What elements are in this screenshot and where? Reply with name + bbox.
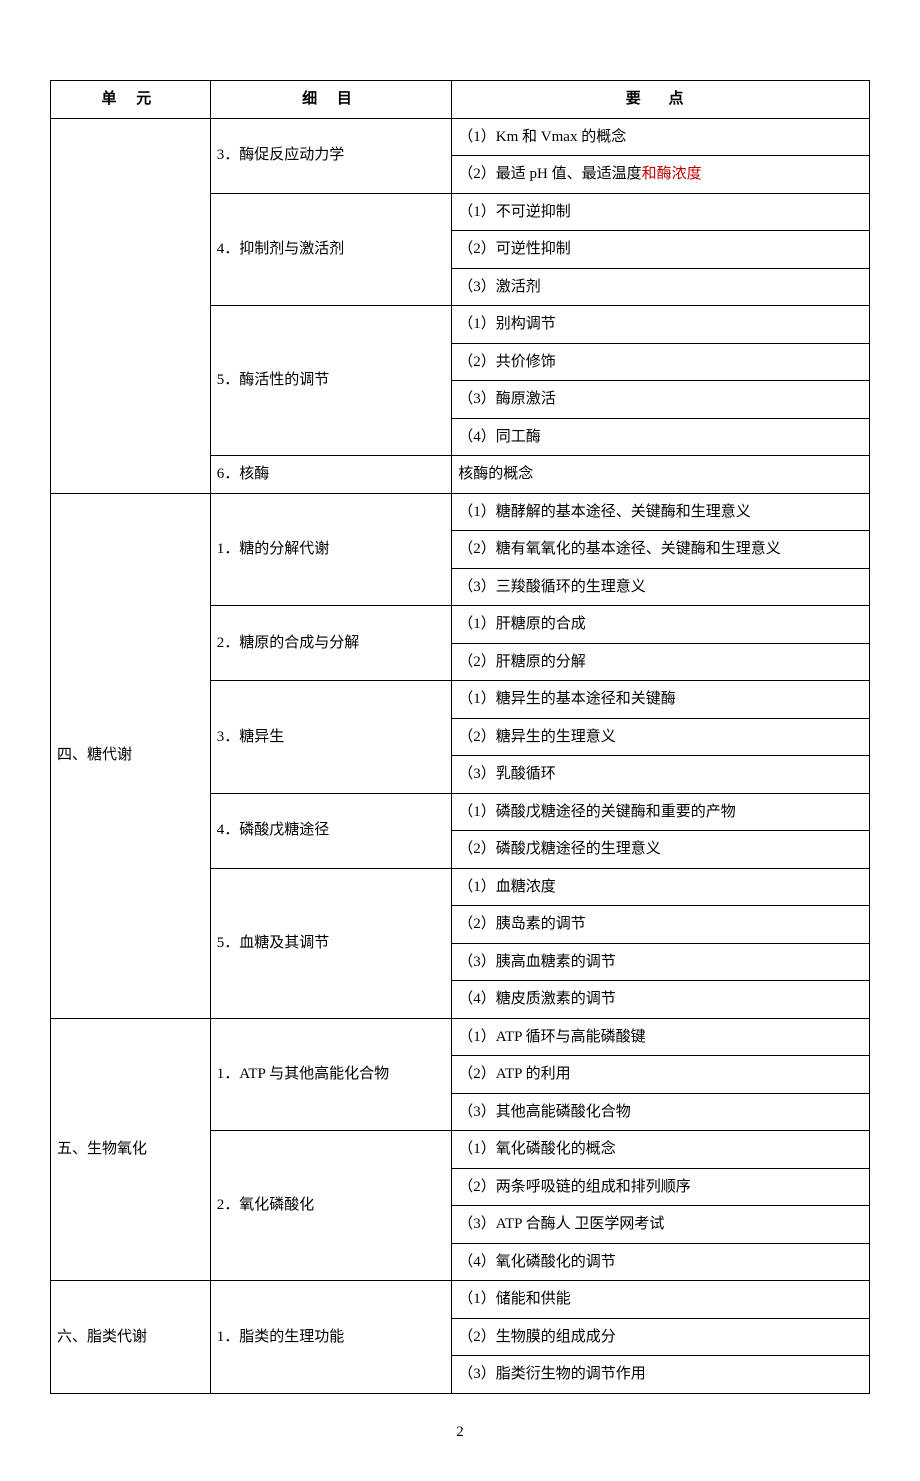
header-unit: 单 元	[51, 81, 211, 119]
point-cell: （3）脂类衍生物的调节作用	[452, 1356, 870, 1394]
unit-cell: 五、生物氧化	[51, 1018, 211, 1281]
point-cell: （2）ATP 的利用	[452, 1056, 870, 1094]
point-cell: （2）最适 pH 值、最适温度和酶浓度	[452, 156, 870, 194]
point-cell: （1）储能和供能	[452, 1281, 870, 1319]
detail-cell: 4．抑制剂与激活剂	[210, 193, 452, 306]
detail-cell: 6．核酶	[210, 456, 452, 494]
detail-cell: 5．酶活性的调节	[210, 306, 452, 456]
point-cell: （1）ATP 循环与高能磷酸键	[452, 1018, 870, 1056]
point-cell: （2）共价修饰	[452, 343, 870, 381]
point-cell: （1）磷酸戊糖途径的关键酶和重要的产物	[452, 793, 870, 831]
point-cell: （1）糖酵解的基本途径、关键酶和生理意义	[452, 493, 870, 531]
point-cell: （2）可逆性抑制	[452, 231, 870, 269]
point-cell: （3）乳酸循环	[452, 756, 870, 794]
detail-cell: 1．糖的分解代谢	[210, 493, 452, 606]
point-cell: 核酶的概念	[452, 456, 870, 494]
detail-cell: 1．脂类的生理功能	[210, 1281, 452, 1394]
point-cell: （2）肝糖原的分解	[452, 643, 870, 681]
point-cell: （2）糖有氧氧化的基本途径、关键酶和生理意义	[452, 531, 870, 569]
detail-cell: 5．血糖及其调节	[210, 868, 452, 1018]
point-cell: （3）其他高能磷酸化合物	[452, 1093, 870, 1131]
table-row: 六、脂类代谢 1．脂类的生理功能 （1）储能和供能	[51, 1281, 870, 1319]
table-header-row: 单 元 细 目 要 点	[51, 81, 870, 119]
point-cell: （2）两条呼吸链的组成和排列顺序	[452, 1168, 870, 1206]
syllabus-table: 单 元 细 目 要 点 3．酶促反应动力学 （1）Km 和 Vmax 的概念 （…	[50, 80, 870, 1394]
unit-cell	[51, 118, 211, 493]
unit-cell: 四、糖代谢	[51, 493, 211, 1018]
point-cell: （2）糖异生的生理意义	[452, 718, 870, 756]
point-cell: （2）生物膜的组成成分	[452, 1318, 870, 1356]
point-cell: （3）激活剂	[452, 268, 870, 306]
point-cell: （1）血糖浓度	[452, 868, 870, 906]
table-row: 四、糖代谢 1．糖的分解代谢 （1）糖酵解的基本途径、关键酶和生理意义	[51, 493, 870, 531]
header-point: 要 点	[452, 81, 870, 119]
point-cell: （3）ATP 合酶人 卫医学网考试	[452, 1206, 870, 1244]
point-cell: （1）肝糖原的合成	[452, 606, 870, 644]
table-row: 五、生物氧化 1．ATP 与其他高能化合物 （1）ATP 循环与高能磷酸键	[51, 1018, 870, 1056]
page-number: 2	[50, 1424, 870, 1441]
detail-cell: 3．酶促反应动力学	[210, 118, 452, 193]
point-cell: （1）氧化磷酸化的概念	[452, 1131, 870, 1169]
point-cell: （4）同工酶	[452, 418, 870, 456]
detail-cell: 1．ATP 与其他高能化合物	[210, 1018, 452, 1131]
point-cell: （2）胰岛素的调节	[452, 906, 870, 944]
header-detail: 细 目	[210, 81, 452, 119]
unit-cell: 六、脂类代谢	[51, 1281, 211, 1394]
point-cell: （1）糖异生的基本途径和关键酶	[452, 681, 870, 719]
point-cell: （1）别构调节	[452, 306, 870, 344]
detail-cell: 3．糖异生	[210, 681, 452, 794]
detail-cell: 2．糖原的合成与分解	[210, 606, 452, 681]
point-cell: （3）三羧酸循环的生理意义	[452, 568, 870, 606]
point-cell: （3）酶原激活	[452, 381, 870, 419]
point-cell: （1）不可逆抑制	[452, 193, 870, 231]
detail-cell: 4．磷酸戊糖途径	[210, 793, 452, 868]
point-cell: （1）Km 和 Vmax 的概念	[452, 118, 870, 156]
point-cell: （2）磷酸戊糖途径的生理意义	[452, 831, 870, 869]
point-cell: （4）糖皮质激素的调节	[452, 981, 870, 1019]
detail-cell: 2．氧化磷酸化	[210, 1131, 452, 1281]
point-cell: （3）胰高血糖素的调节	[452, 943, 870, 981]
point-cell: （4）氧化磷酸化的调节	[452, 1243, 870, 1281]
table-row: 3．酶促反应动力学 （1）Km 和 Vmax 的概念	[51, 118, 870, 156]
